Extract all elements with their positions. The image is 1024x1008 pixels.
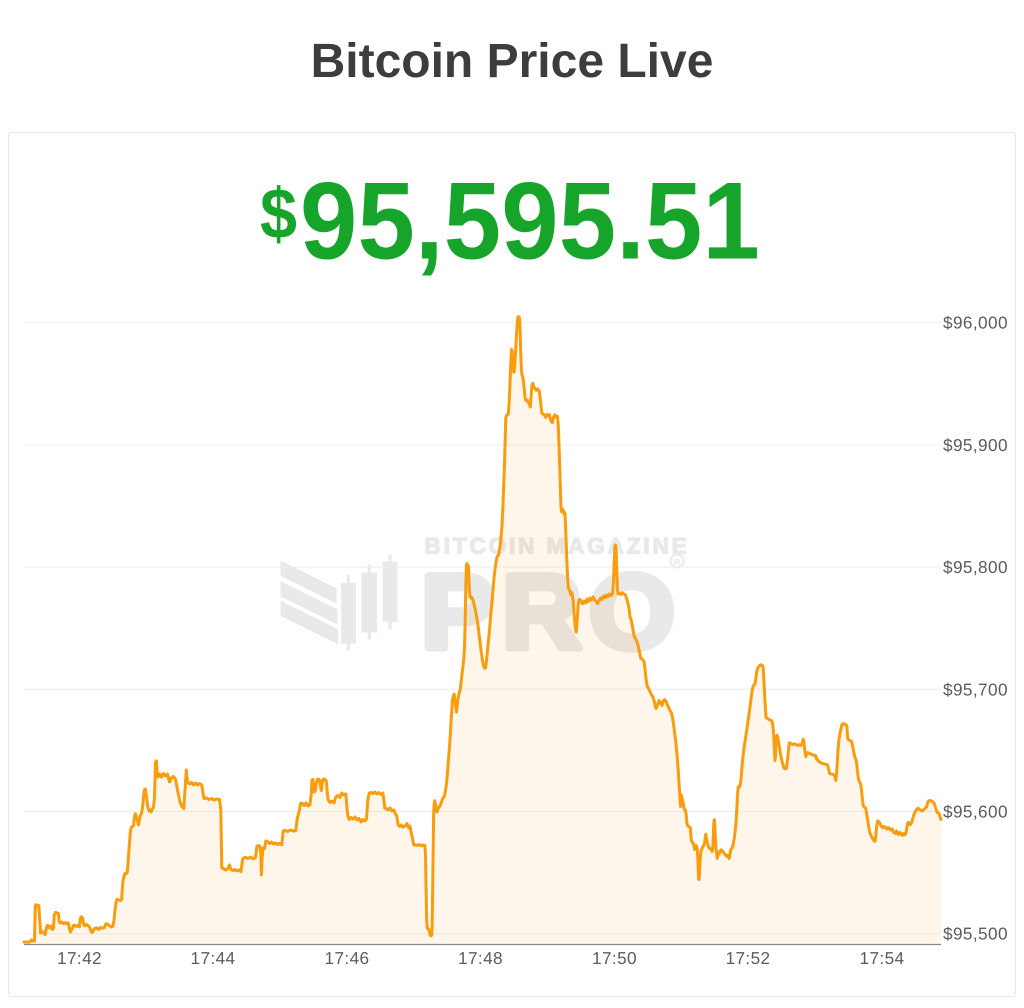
svg-text:PRO: PRO [421,554,682,672]
svg-text:17:50: 17:50 [592,948,637,968]
svg-text:$95,900: $95,900 [943,435,1008,455]
svg-text:17:44: 17:44 [190,948,235,968]
svg-text:$95,500: $95,500 [943,924,1008,944]
svg-text:$96,000: $96,000 [943,313,1008,333]
svg-text:$95,600: $95,600 [943,802,1008,822]
svg-text:17:42: 17:42 [57,948,102,968]
svg-text:17:48: 17:48 [458,948,503,968]
svg-text:R: R [674,558,681,568]
svg-text:BITCOIN MAGAZINE: BITCOIN MAGAZINE [425,534,690,559]
svg-text:$95,700: $95,700 [943,679,1008,699]
svg-text:$95,800: $95,800 [943,557,1008,577]
svg-text:17:46: 17:46 [324,948,369,968]
svg-text:17:52: 17:52 [725,948,770,968]
svg-text:17:54: 17:54 [859,948,904,968]
